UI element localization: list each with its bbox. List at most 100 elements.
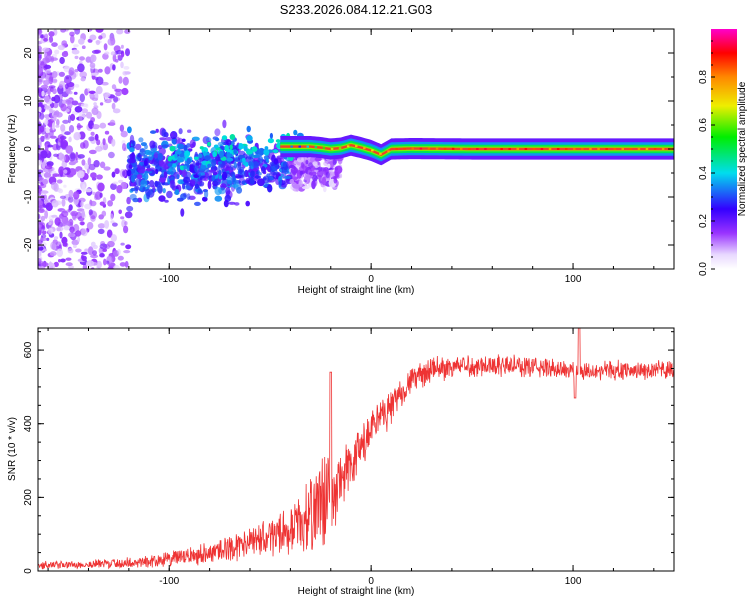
heatmap-ridge-segment	[403, 147, 406, 150]
heatmap-blob	[323, 186, 327, 193]
heatmap-blob	[212, 151, 216, 158]
heatmap-blob	[44, 95, 50, 103]
heatmap-blob	[73, 191, 80, 200]
heatmap-blob	[207, 141, 211, 147]
heatmap-blob	[38, 185, 41, 190]
heatmap-ridge-segment	[548, 148, 552, 150]
heatmap-blob	[169, 180, 176, 189]
heatmap-blob	[143, 154, 148, 159]
heatmap-blob	[246, 125, 251, 133]
spectrogram-y-axis: -20 -10 0 10 20	[23, 28, 674, 270]
heatmap-blob	[89, 34, 97, 41]
heatmap-blob	[296, 157, 305, 163]
heatmap-blob	[273, 149, 278, 153]
spectrogram-x-label: Height of straight line (km)	[298, 285, 415, 296]
heatmap-blob	[64, 83, 69, 90]
heatmap-blob	[95, 76, 104, 86]
heatmap-blob	[120, 216, 125, 220]
heatmap-blob	[44, 119, 49, 126]
heatmap-blob	[68, 189, 74, 198]
heatmap-blob	[325, 171, 330, 179]
heatmap-blob	[38, 149, 42, 153]
heatmap-blob	[49, 108, 53, 114]
heatmap-blob	[261, 166, 266, 174]
heatmap-blob	[107, 38, 116, 46]
heatmap-blob	[252, 154, 260, 158]
heatmap-blob	[51, 214, 58, 218]
heatmap-blob	[176, 197, 184, 202]
heatmap-blob	[204, 189, 209, 199]
y-tick-label: -20	[23, 237, 34, 252]
heatmap-blob	[48, 76, 54, 85]
heatmap-blob	[59, 231, 63, 239]
heatmap-blob	[179, 165, 185, 171]
heatmap-blob	[73, 91, 78, 95]
heatmap-blob	[223, 199, 229, 208]
y-tick-label: 200	[23, 489, 34, 506]
heatmap-blob	[301, 186, 310, 190]
heatmap-blob	[159, 137, 167, 141]
heatmap-blob	[82, 264, 88, 269]
heatmap-blob	[214, 187, 222, 196]
heatmap-blob	[269, 171, 277, 176]
heatmap-blob	[43, 80, 50, 86]
heatmap-blob	[265, 157, 269, 163]
heatmap-blob	[43, 172, 52, 179]
heatmap-blob	[333, 177, 338, 184]
heatmap-blob	[214, 137, 220, 142]
heatmap-blob	[38, 79, 42, 83]
heatmap-blob	[162, 188, 166, 194]
heatmap-blob	[208, 169, 216, 173]
heatmap-blob	[38, 29, 43, 35]
heatmap-blob	[40, 136, 44, 141]
heatmap-blob	[317, 169, 324, 178]
heatmap-blob	[85, 188, 92, 193]
heatmap-blob	[177, 143, 185, 150]
heatmap-blob	[282, 161, 289, 171]
heatmap-blob	[132, 197, 139, 203]
colorbar-gradient	[711, 29, 737, 269]
heatmap-blob	[44, 210, 48, 219]
heatmap-blob	[110, 213, 114, 220]
heatmap-blob	[42, 47, 50, 53]
heatmap-blob	[156, 184, 163, 193]
heatmap-blob	[43, 38, 48, 42]
heatmap-blob	[214, 128, 221, 137]
heatmap-blob	[154, 180, 159, 187]
heatmap-blob	[128, 164, 133, 169]
heatmap-ridge-segment	[484, 148, 487, 150]
heatmap-blob	[197, 188, 202, 194]
heatmap-blob	[126, 169, 132, 177]
heatmap-blob	[103, 166, 111, 171]
heatmap-blob	[80, 103, 88, 108]
heatmap-blob	[65, 257, 72, 261]
heatmap-blob	[245, 200, 250, 207]
heatmap-blob	[101, 81, 109, 86]
heatmap-blob	[55, 112, 63, 118]
heatmap-blob	[139, 185, 143, 192]
heatmap-blob	[68, 114, 72, 124]
heatmap-blob	[203, 151, 207, 157]
heatmap-ridge-segment	[573, 148, 576, 150]
heatmap-blob	[129, 147, 135, 153]
spectrogram-y-label: Frequency (Hz)	[7, 115, 18, 184]
heatmap-blob	[60, 258, 66, 263]
heatmap-ridge-segment	[605, 148, 608, 150]
heatmap-blob	[312, 174, 318, 182]
heatmap-blob	[92, 244, 98, 250]
heatmap-blob	[233, 158, 240, 162]
heatmap-ridge-segment	[330, 148, 334, 150]
heatmap-blob	[126, 126, 132, 134]
heatmap-blob	[92, 250, 97, 256]
heatmap-blob	[106, 260, 110, 265]
snr-frame	[37, 327, 675, 572]
heatmap-blob	[119, 262, 127, 267]
heatmap-blob	[155, 128, 159, 133]
heatmap-blob	[222, 164, 230, 172]
heatmap-blob	[183, 144, 188, 151]
heatmap-blob	[74, 55, 79, 60]
snr-y-label: SNR (10 * v/v)	[7, 417, 18, 481]
heatmap-blob	[48, 222, 52, 226]
heatmap-blob	[148, 152, 154, 161]
